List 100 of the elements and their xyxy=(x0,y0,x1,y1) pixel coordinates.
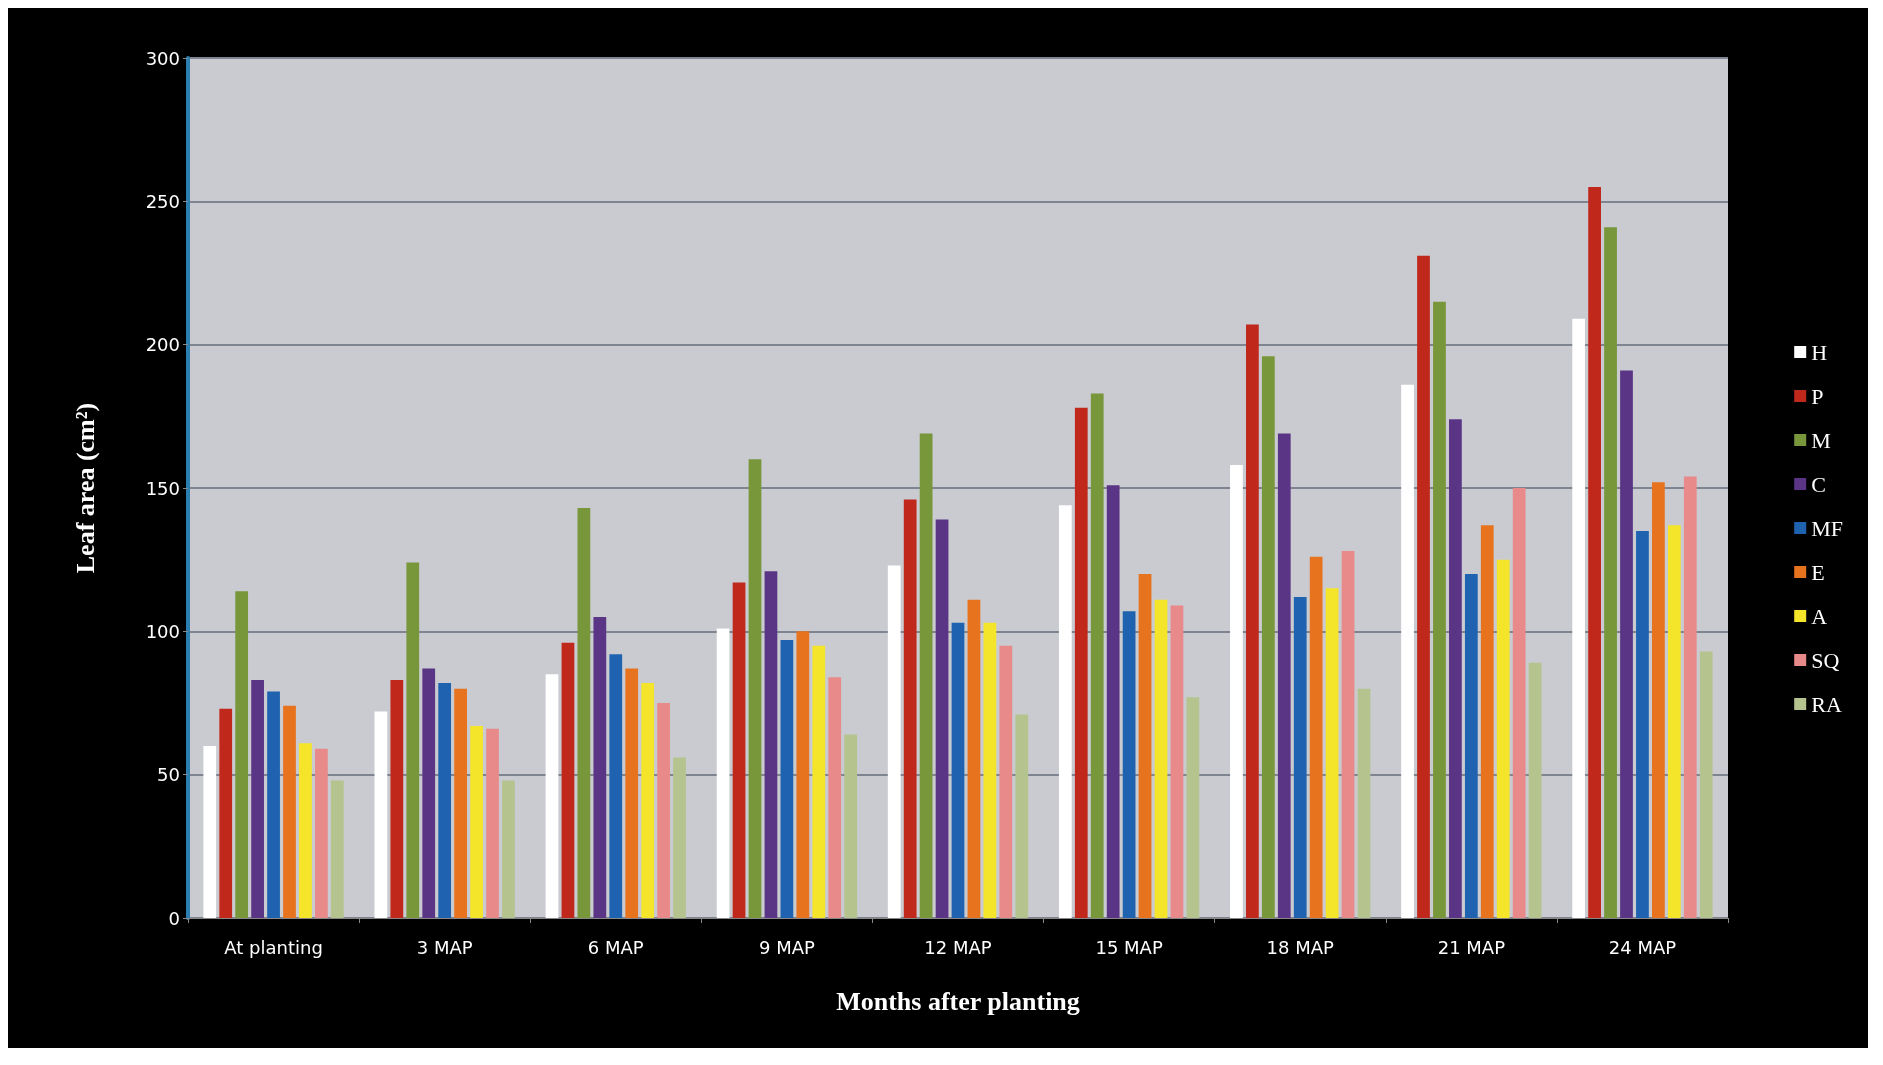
bar xyxy=(1293,596,1307,918)
bar xyxy=(1186,697,1200,918)
bar xyxy=(1246,324,1259,918)
legend-label: M xyxy=(1811,427,1831,453)
y-tick-label: 250 xyxy=(145,190,180,212)
legend-label: H xyxy=(1811,339,1828,365)
bar xyxy=(1325,588,1339,918)
bar xyxy=(935,519,949,918)
bar xyxy=(1652,482,1665,918)
bar xyxy=(1699,651,1713,918)
bar xyxy=(315,748,328,918)
bar xyxy=(951,622,965,918)
bar xyxy=(1620,370,1633,918)
bar xyxy=(716,628,730,918)
bar xyxy=(330,780,344,918)
bar xyxy=(1449,419,1462,918)
bar xyxy=(283,705,296,918)
bar xyxy=(1058,505,1072,918)
bar xyxy=(1074,407,1088,918)
bar xyxy=(609,654,623,918)
bar xyxy=(267,691,280,918)
x-tick-label: 18 MAP xyxy=(1266,936,1335,958)
bar xyxy=(641,682,655,918)
bar xyxy=(919,433,933,918)
y-tick-label: 50 xyxy=(157,764,180,786)
bar xyxy=(203,746,217,918)
legend-label: RA xyxy=(1811,691,1842,717)
bar xyxy=(390,680,404,918)
bar xyxy=(235,591,249,918)
bar xyxy=(1604,227,1617,918)
bar xyxy=(454,688,467,918)
bar xyxy=(903,499,917,918)
bar xyxy=(625,668,639,918)
bar xyxy=(1154,599,1168,918)
legend-label: P xyxy=(1811,383,1824,409)
bar xyxy=(967,599,981,918)
bar xyxy=(748,459,762,918)
x-tick-label: 21 MAP xyxy=(1437,936,1506,958)
bar xyxy=(673,757,686,918)
bar xyxy=(1277,433,1291,918)
y-tick-label: 200 xyxy=(145,334,180,356)
bar xyxy=(1480,525,1494,918)
bar xyxy=(561,642,575,918)
bar xyxy=(374,711,388,918)
bar xyxy=(1683,476,1697,918)
bar xyxy=(812,645,826,918)
bar xyxy=(1261,356,1275,918)
x-axis-title: Months after planting xyxy=(836,986,1080,1016)
bar xyxy=(1417,255,1430,918)
bar xyxy=(1496,559,1510,918)
bar xyxy=(844,734,858,918)
legend-label: MF xyxy=(1811,515,1843,541)
bar xyxy=(438,682,452,918)
bar xyxy=(593,617,607,918)
bar xyxy=(299,743,312,918)
bar xyxy=(1309,556,1323,918)
y-tick-label: 150 xyxy=(145,477,180,499)
bar xyxy=(983,622,997,918)
bar xyxy=(999,645,1013,918)
bar xyxy=(1572,318,1586,918)
bar xyxy=(1090,393,1104,918)
x-tick-label: 3 MAP xyxy=(416,936,473,958)
bar xyxy=(1588,187,1601,918)
bar xyxy=(1401,384,1414,918)
bar xyxy=(1528,662,1542,918)
x-tick-label: At planting xyxy=(224,936,323,958)
bar xyxy=(1667,525,1681,918)
bar xyxy=(470,725,483,918)
x-tick-label: 9 MAP xyxy=(758,936,815,958)
y-tick-label: 300 xyxy=(145,47,180,69)
bar xyxy=(657,703,670,918)
bar xyxy=(545,674,559,918)
x-tick-label: 6 MAP xyxy=(587,936,644,958)
bar xyxy=(1230,465,1243,918)
bar xyxy=(732,582,746,918)
bar xyxy=(1512,488,1526,918)
legend-label: C xyxy=(1811,471,1826,497)
bar xyxy=(1106,485,1120,918)
bar xyxy=(1170,605,1184,918)
bar xyxy=(502,780,515,918)
bar xyxy=(1464,574,1478,918)
bar xyxy=(1433,301,1446,918)
bar xyxy=(1357,688,1371,918)
y-axis-title: Leaf area (cm²) xyxy=(70,402,100,574)
legend-label: SQ xyxy=(1811,647,1840,673)
y-tick-label: 100 xyxy=(145,620,180,642)
bar xyxy=(828,677,842,918)
bar xyxy=(796,631,810,918)
bar xyxy=(1122,611,1136,918)
bar xyxy=(251,680,264,918)
x-tick-label: 15 MAP xyxy=(1095,936,1163,958)
bar xyxy=(422,668,436,918)
x-tick-label: 24 MAP xyxy=(1608,936,1677,958)
bar xyxy=(1636,531,1649,918)
bar xyxy=(1015,714,1029,918)
bar xyxy=(764,571,778,918)
y-tick-label: 0 xyxy=(168,907,180,929)
bar xyxy=(577,508,591,918)
bar xyxy=(219,708,233,918)
bar xyxy=(1138,574,1152,918)
